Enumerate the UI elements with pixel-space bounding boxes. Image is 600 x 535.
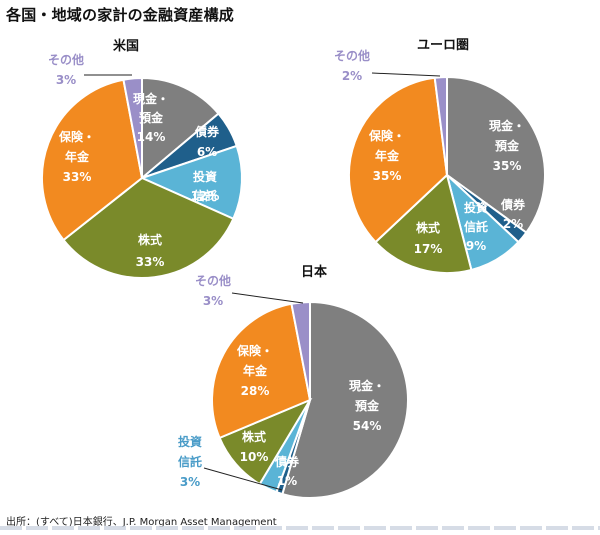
slice-category-label: 株式: [416, 220, 440, 235]
slice-label-insurance: 保険・年金 33%: [58, 129, 95, 184]
slice-label-bonds: 債券 1%: [274, 454, 300, 488]
slice-value-label: 12%: [191, 189, 220, 203]
slice-category-label: 債券: [500, 197, 526, 212]
slice-value-label: 33%: [136, 255, 165, 269]
slice-value-label: 1%: [277, 474, 297, 488]
slice-value-label: 6%: [197, 145, 217, 159]
slice-value-label: 9%: [466, 239, 486, 253]
slice-category-label: 信託: [193, 188, 217, 203]
pie-slice-cash: [281, 300, 409, 499]
slice-value-label: 35%: [493, 159, 522, 173]
slice-category-label: 年金: [65, 149, 90, 164]
pie-slice-other: [433, 75, 448, 176]
pie-slice-funds: [139, 144, 243, 221]
slice-value-label: 54%: [353, 419, 382, 433]
slice-category-label: その他: [48, 52, 84, 67]
slice-category-label: 年金: [375, 148, 400, 163]
slice-label-bonds: 債券 2%: [500, 197, 526, 231]
pie-slice-stocks: [62, 176, 235, 279]
slice-label-cash: 現金・預金 14%: [133, 91, 169, 144]
slice-value-label: 2%: [503, 217, 523, 231]
slice-label-other: その他 3%: [48, 52, 84, 87]
slice-category-label: 信託: [178, 454, 202, 469]
slice-label-other: その他 2%: [334, 48, 370, 83]
slice-value-label: 35%: [373, 169, 402, 183]
slice-value-label: 17%: [414, 242, 443, 256]
slice-value-label: 3%: [180, 475, 200, 489]
slice-value-label: 2%: [342, 69, 362, 83]
slice-label-other: その他 3%: [195, 273, 231, 308]
slice-category-label: その他: [195, 273, 231, 288]
slice-category-label: 預金: [139, 110, 164, 125]
slice-category-label: 預金: [495, 138, 520, 153]
slice-label-cash: 現金・預金 35%: [489, 118, 525, 173]
slice-value-label: 3%: [203, 294, 223, 308]
slice-category-label: 年金: [243, 363, 268, 378]
slice-label-stocks: 株式 33%: [136, 232, 165, 269]
slice-category-label: 現金・: [349, 378, 385, 393]
pie-slice-cash: [141, 76, 220, 181]
pie-slice-cash: [446, 75, 546, 234]
pie-slice-insurance: [41, 78, 144, 242]
slice-value-label: 3%: [56, 73, 76, 87]
slice-value-label: 28%: [241, 384, 270, 398]
slice-label-insurance: 保険・年金 35%: [368, 128, 405, 183]
slice-label-stocks: 株式 17%: [414, 220, 443, 256]
slice-label-insurance: 保険・年金 28%: [236, 343, 273, 398]
slice-value-label: 33%: [63, 170, 92, 184]
slice-category-label: 債券: [274, 454, 300, 469]
chart-title: 日本: [301, 264, 327, 280]
chart-title: 米国: [113, 38, 139, 54]
slice-label-cash: 現金・預金 54%: [349, 378, 385, 433]
pie-slice-insurance: [211, 302, 312, 440]
slice-category-label: 保険・: [368, 128, 405, 143]
page-title: 各国・地域の家計の金融資産構成: [6, 6, 235, 24]
slice-value-label: 10%: [240, 450, 269, 464]
slice-category-label: 投資: [193, 169, 217, 184]
footer-divider: [0, 526, 600, 530]
slice-value-label: 14%: [137, 130, 166, 144]
leader-line-funds: [203, 467, 283, 491]
slice-category-label: 預金: [355, 398, 380, 413]
slice-category-label: その他: [334, 48, 370, 63]
slice-category-label: 投資: [178, 434, 202, 449]
pie-slice-stocks: [374, 173, 473, 274]
slice-category-label: 保険・: [58, 129, 95, 144]
source-note: 出所：(すべて)日本銀行、J.P. Morgan Asset Managemen…: [6, 517, 277, 528]
slice-category-label: 株式: [242, 429, 266, 444]
slice-category-label: 債券: [194, 124, 220, 139]
leader-line-other: [231, 292, 304, 304]
slice-category-label: 投資: [464, 200, 488, 215]
slice-category-label: 信託: [464, 219, 488, 234]
leader-line-other: [371, 72, 441, 77]
pie-slice-other: [122, 76, 143, 179]
slice-category-label: 現金・: [489, 118, 525, 133]
slice-category-label: 株式: [138, 232, 162, 247]
slice-category-label: 保険・: [236, 343, 273, 358]
slice-category-label: 現金・: [133, 91, 169, 106]
slice-label-bonds: 債券 6%: [194, 124, 220, 159]
slice-label-stocks: 株式 10%: [240, 429, 269, 464]
chart-title: ユーロ圏: [417, 38, 469, 53]
pie-slice-insurance: [348, 76, 449, 244]
